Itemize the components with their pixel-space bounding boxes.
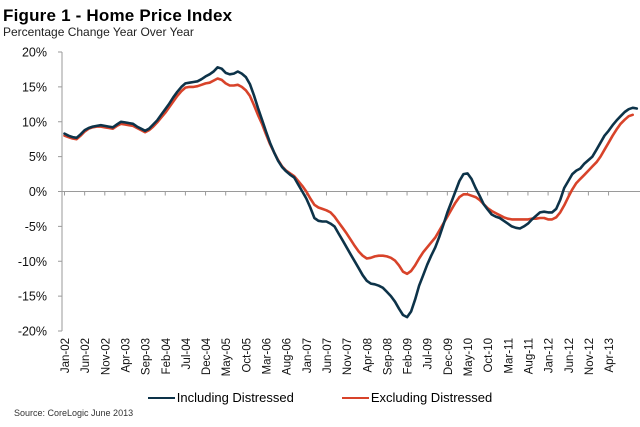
x-tick-label: Nov-12 bbox=[584, 338, 596, 375]
x-tick-label: Sep-08 bbox=[382, 338, 394, 375]
x-tick-label: Oct-10 bbox=[483, 338, 495, 373]
x-tick-label: Apr-08 bbox=[362, 338, 374, 373]
x-tick-label: Apr-03 bbox=[120, 338, 132, 373]
x-tick-label: Jun-12 bbox=[564, 338, 576, 373]
x-tick-label: Mar-11 bbox=[503, 338, 515, 374]
x-tick-label: Jun-07 bbox=[322, 338, 334, 373]
chart-title: Figure 1 - Home Price Index bbox=[3, 6, 233, 25]
x-tick-label: Sep-03 bbox=[141, 338, 153, 375]
y-tick-label: -10% bbox=[18, 255, 47, 269]
y-tick-label: -20% bbox=[18, 325, 47, 339]
y-tick-label: 20% bbox=[22, 46, 47, 60]
series-layer bbox=[63, 66, 639, 319]
legend-swatch-excluding bbox=[341, 396, 369, 399]
x-tick-label: Jan-02 bbox=[60, 338, 72, 373]
chart-subtitle: Percentage Change Year Over Year bbox=[3, 25, 194, 39]
legend-item-including: Including Distressed bbox=[147, 390, 294, 405]
x-tick-label: Jan-12 bbox=[544, 338, 556, 373]
x-tick-label: Jul-09 bbox=[423, 338, 435, 369]
y-tick-label: 15% bbox=[22, 80, 47, 94]
x-tick-label: Dec-04 bbox=[201, 337, 213, 375]
series-line-excluding-distressed bbox=[63, 77, 635, 276]
x-tick-label: Feb-04 bbox=[161, 337, 173, 374]
legend-item-excluding: Excluding Distressed bbox=[341, 390, 493, 405]
x-tick-label: Mar-06 bbox=[262, 338, 274, 374]
x-tick-label: Feb-09 bbox=[403, 338, 415, 374]
x-tick-label: Oct-05 bbox=[241, 338, 253, 373]
x-tick-label: Apr-13 bbox=[604, 338, 616, 373]
x-tick-label: Dec-09 bbox=[443, 338, 455, 375]
legend-label-excluding: Excluding Distressed bbox=[370, 390, 493, 405]
x-tick-label: May-05 bbox=[221, 338, 233, 376]
y-tick-label: 10% bbox=[22, 115, 47, 129]
x-tick-label: Jul-04 bbox=[181, 337, 193, 369]
legend-swatch-including bbox=[147, 396, 175, 399]
x-tick-label: Nov-07 bbox=[342, 338, 354, 375]
x-tick-label: Aug-11 bbox=[523, 338, 535, 374]
axes: 20% 15% 10% 5% 0% -5% -10% -15% -20% Jan-02 Jun-02… bbox=[18, 46, 640, 376]
x-tick-label: Jun-02 bbox=[80, 338, 92, 373]
x-tick-label: May-10 bbox=[463, 338, 475, 376]
x-tick-label: Nov-02 bbox=[100, 338, 112, 375]
legend: Including Distressed Excluding Distresse… bbox=[0, 390, 640, 405]
y-tick-label: -5% bbox=[25, 220, 47, 234]
y-tick-label: -15% bbox=[18, 290, 47, 304]
y-tick-label: 0% bbox=[29, 185, 47, 199]
y-tick-label: 5% bbox=[29, 150, 47, 164]
source-note: Source: CoreLogic June 2013 bbox=[14, 408, 134, 418]
series-line-including-distressed bbox=[63, 66, 639, 319]
x-tick-label: Jan-07 bbox=[302, 338, 314, 373]
legend-label-including: Including Distressed bbox=[176, 390, 294, 405]
x-tick-label: Aug-06 bbox=[282, 338, 294, 375]
